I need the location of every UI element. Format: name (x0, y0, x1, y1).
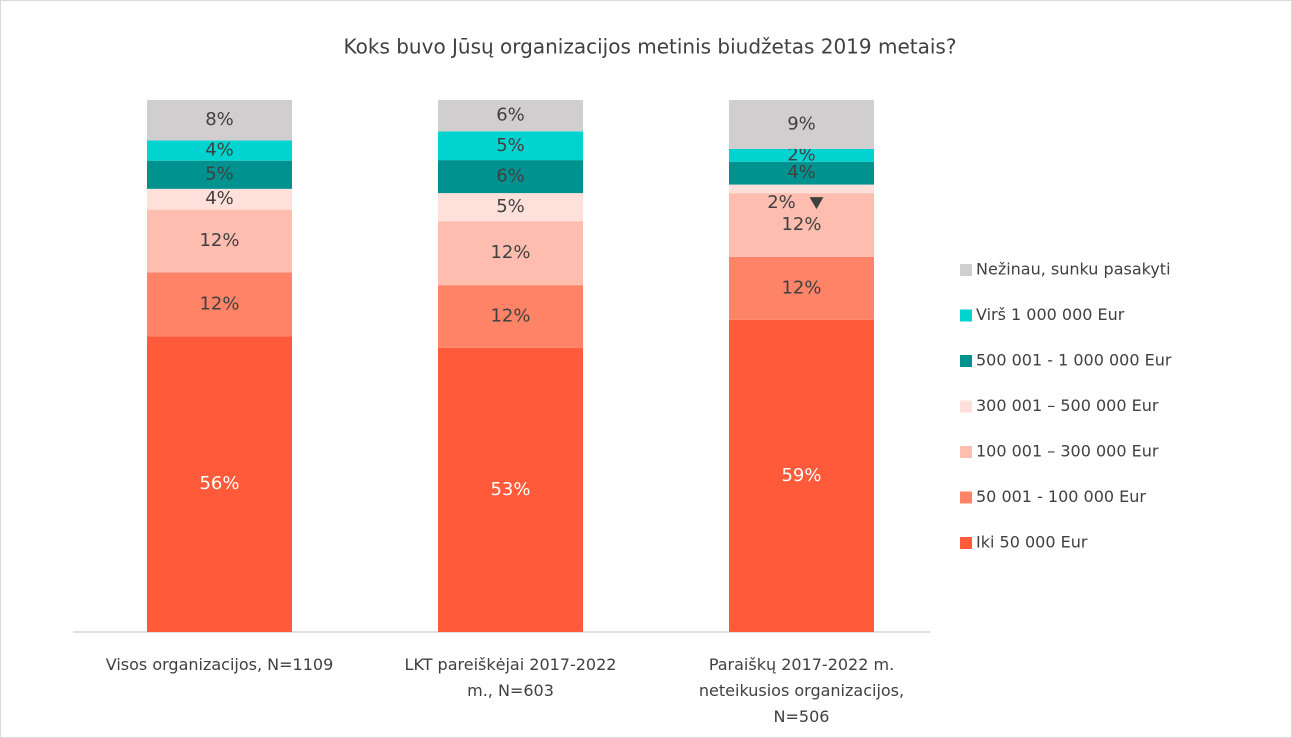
bar-segment (147, 272, 292, 337)
bar-segment (147, 100, 292, 141)
data-label: 12% (781, 277, 821, 298)
legend-swatch (960, 491, 972, 504)
x-tick-label: Paraiškų 2017-2022 m. neteikusios organi… (698, 655, 905, 726)
data-label: 4% (205, 188, 234, 209)
legend-label: Nežinau, sunku pasakyti (976, 260, 1171, 279)
data-label: 2% (787, 144, 816, 165)
legend-label: 500 001 - 1 000 000 Eur (976, 351, 1172, 370)
legend-swatch (960, 355, 972, 367)
data-label: 5% (496, 196, 525, 217)
data-label: 12% (490, 242, 530, 263)
legend-label: 300 001 – 500 000 Eur (976, 396, 1159, 415)
bar-segment (729, 319, 874, 632)
bar-segment (438, 221, 583, 286)
legend-label: Virš 1 000 000 Eur (976, 305, 1125, 324)
bar-segment (147, 336, 292, 632)
data-label: 12% (490, 306, 530, 327)
legend-label: Iki 50 000 Eur (976, 533, 1088, 552)
bar-segment (438, 285, 583, 348)
x-tick-label: LKT pareiškėjai 2017-2022 m., N=603 (404, 655, 617, 700)
bar-segment (729, 256, 874, 320)
bar-segment (438, 347, 583, 632)
data-label: 5% (496, 135, 525, 156)
data-label: 6% (496, 166, 525, 187)
x-tick-label: Visos organizacijos, N=1109 (105, 655, 334, 674)
bar-segment (729, 148, 874, 162)
data-label: 4% (787, 162, 816, 183)
bar-segment (729, 184, 874, 194)
legend-swatch (960, 264, 972, 276)
data-label: 12% (199, 293, 239, 314)
data-label: 12% (199, 230, 239, 251)
annotation-arrow (809, 197, 824, 210)
bar-segment (438, 100, 583, 132)
data-label: 6% (496, 105, 525, 126)
bar-segment (729, 193, 874, 257)
bar-segment (147, 160, 292, 189)
chart-title: Koks buvo Jūsų organizacijos metinis biu… (344, 35, 957, 59)
legend-swatch (960, 309, 972, 322)
data-label: 12% (781, 214, 821, 235)
legend-swatch (960, 537, 972, 549)
legend-swatch (960, 400, 972, 413)
legend-swatch (960, 446, 972, 458)
data-label: 56% (199, 473, 239, 494)
bar-segment (438, 193, 583, 222)
data-label: 4% (205, 140, 234, 161)
legend-label: 100 001 – 300 000 Eur (976, 442, 1159, 461)
data-label: 2% (767, 192, 796, 213)
data-label: 5% (205, 164, 234, 185)
data-label: 59% (781, 465, 821, 486)
data-label: 53% (490, 479, 530, 500)
bar-segment (729, 100, 874, 149)
bar-segment (438, 160, 583, 194)
data-label: 9% (787, 113, 816, 134)
bar-segment (438, 131, 583, 161)
data-label: 8% (205, 109, 234, 130)
bar-segment (729, 161, 874, 185)
bar-segment (147, 140, 292, 161)
legend-label: 50 001 - 100 000 Eur (976, 487, 1146, 506)
bar-segment (147, 188, 292, 210)
bar-segment (147, 209, 292, 273)
